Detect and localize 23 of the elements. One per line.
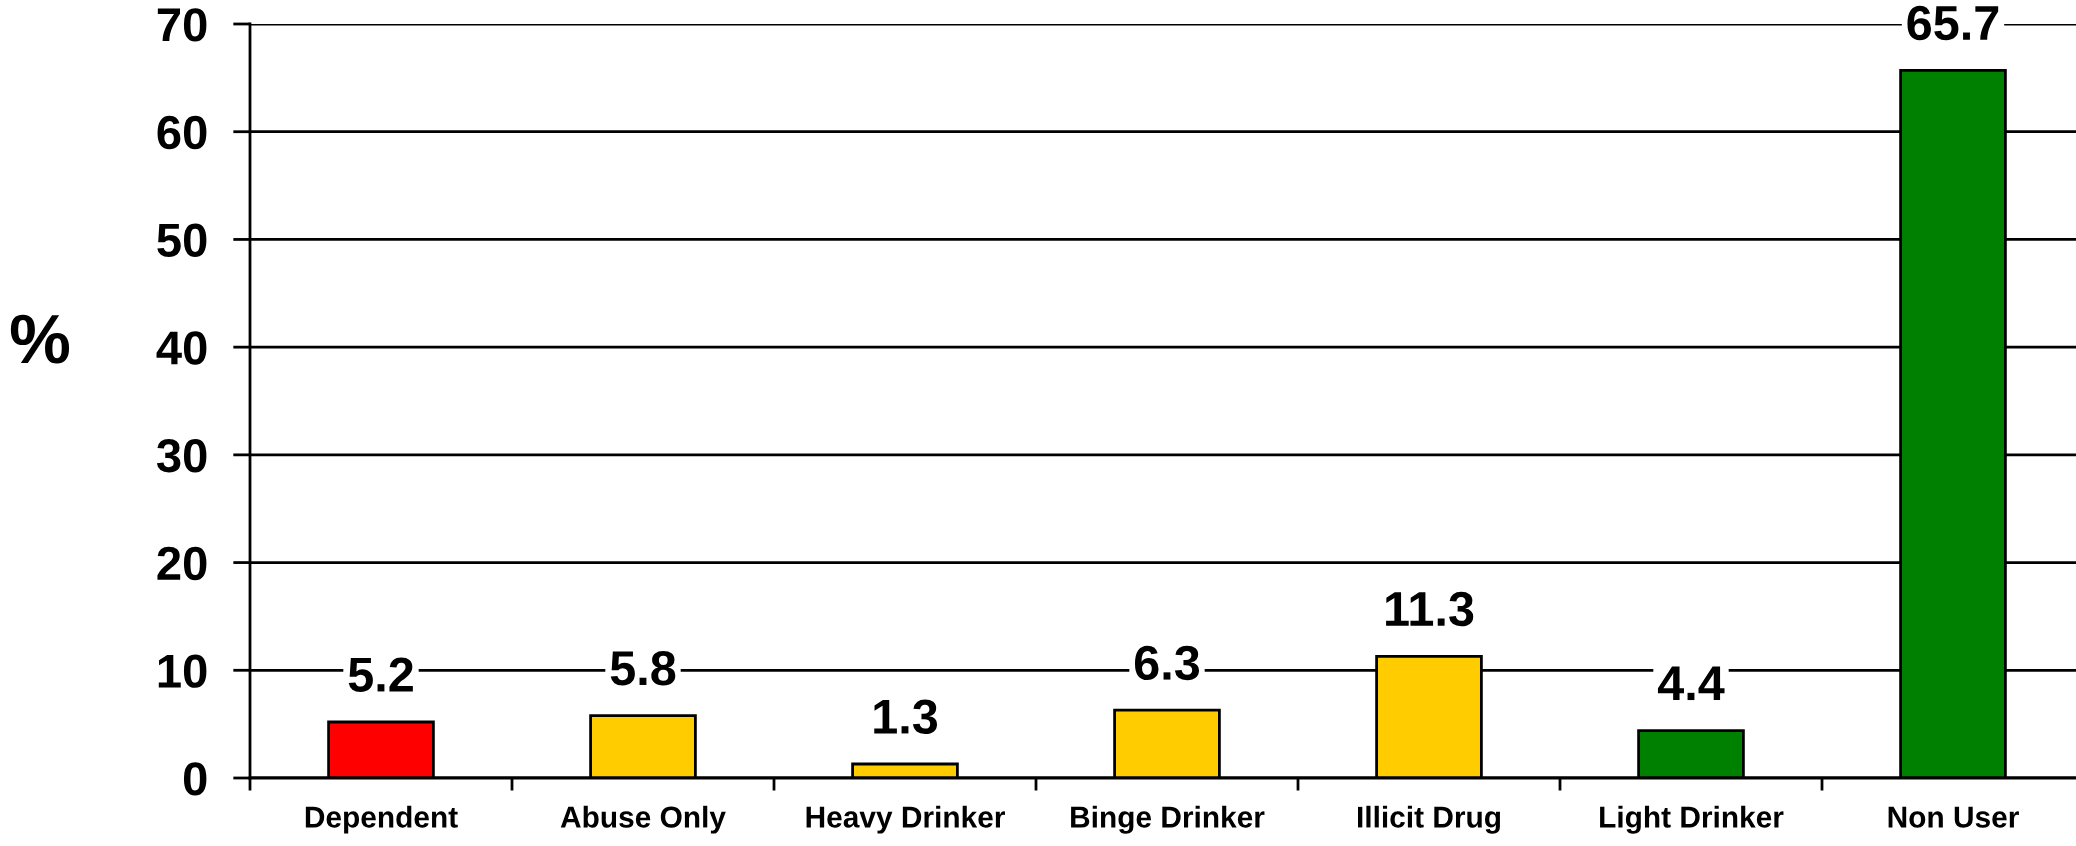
x-tick-label: Illicit Drug (1358, 805, 1500, 834)
y-tick-label: 10 (158, 654, 207, 688)
x-tick-label: Light Drinker (1600, 805, 1784, 834)
x-tick-label: Dependent (305, 805, 458, 834)
y-tick-label: 70 (157, 8, 207, 42)
x-tick-label: Abuse Only (560, 805, 726, 834)
y-tick-label: 20 (157, 546, 207, 581)
y-tick-label: 60 (157, 115, 207, 150)
x-tick-label: Non User (1888, 806, 2019, 828)
y-tick-label: 30 (156, 438, 207, 473)
data-label: 6.3 (1134, 645, 1200, 681)
data-label: 65.7 (1907, 5, 1999, 41)
y-tick-label: 50 (157, 223, 207, 257)
data-label: 11.3 (1386, 591, 1474, 627)
x-tick-label: Binge Drinker (1071, 805, 1265, 834)
y-tick-label: 0 (183, 762, 207, 796)
data-label: 5.8 (610, 651, 676, 686)
y-tick-label: 40 (156, 331, 207, 365)
data-label: 5.2 (348, 657, 413, 692)
data-label: 4.4 (1657, 666, 1725, 701)
y-axis-title: % (10, 314, 70, 364)
x-tick-label: Heavy Drinker (806, 805, 1005, 834)
data-label: 1.3 (874, 699, 938, 734)
